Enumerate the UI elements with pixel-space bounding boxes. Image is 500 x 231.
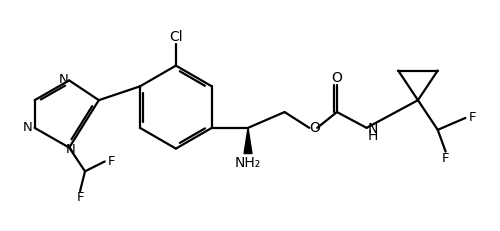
Text: F: F bbox=[76, 191, 84, 204]
Text: F: F bbox=[468, 112, 476, 125]
Text: N: N bbox=[23, 121, 32, 134]
Polygon shape bbox=[244, 128, 252, 154]
Text: N: N bbox=[58, 73, 68, 86]
Text: N: N bbox=[66, 143, 75, 156]
Text: F: F bbox=[442, 152, 450, 165]
Text: F: F bbox=[108, 155, 116, 168]
Text: NH₂: NH₂ bbox=[235, 156, 261, 170]
Text: O: O bbox=[309, 121, 320, 135]
Text: O: O bbox=[332, 71, 342, 85]
Text: N: N bbox=[368, 122, 378, 136]
Text: Cl: Cl bbox=[169, 30, 182, 44]
Text: H: H bbox=[368, 129, 378, 143]
